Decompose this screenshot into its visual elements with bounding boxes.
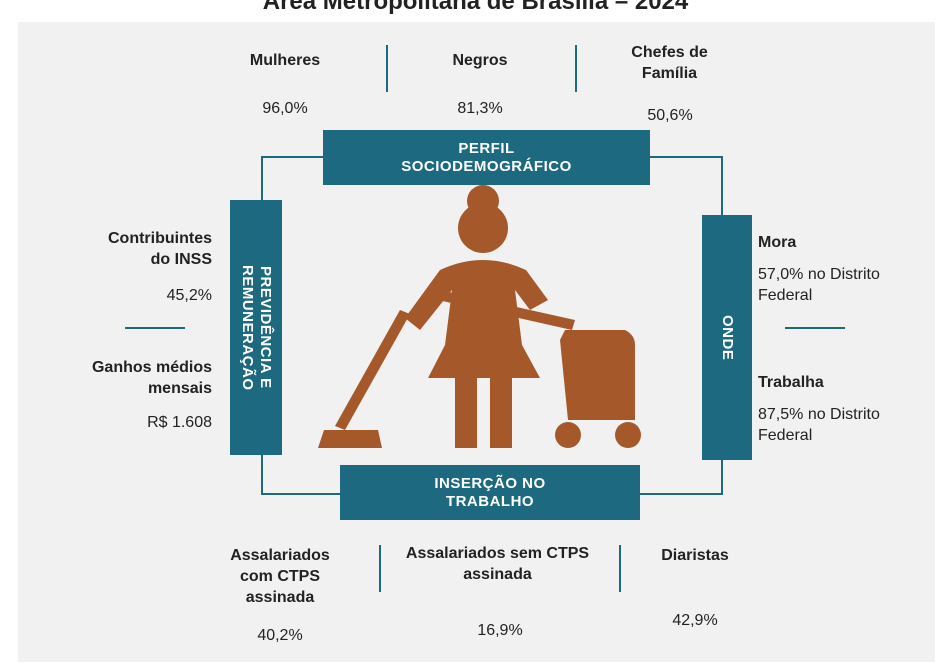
banner: PREVIDÊNCIA E REMUNERAÇÃO [230,200,282,455]
banner-label: INSERÇÃO NO TRABALHO [434,474,546,510]
banner-label: PREVIDÊNCIA E REMUNERAÇÃO [239,264,274,391]
connector [261,455,345,495]
item-value: 87,5% no Distrito Federal [758,406,880,444]
banner-label: ONDE [719,314,736,361]
item-value: 40,2% [257,627,303,644]
item-label: Contribuintes do INSS [108,230,212,268]
title: Área Metropolitana de Brasília – 2024 [262,0,689,15]
cleaner-icon [318,185,641,448]
item-label: Mulheres [249,52,321,69]
item-label: Ganhos médios mensais [91,359,212,397]
item-label: Mora [758,234,797,251]
banner-label: PERFIL SOCIODEMOGRÁFICO [401,139,572,175]
item-label: Trabalha [758,374,824,391]
item-value: 50,6% [647,107,693,124]
item-value: R$ 1.608 [147,414,212,431]
item-label: Chefes de Família [631,44,708,82]
item-label: Assalariados com CTPS assinada [230,547,330,606]
item-value: 16,9% [477,622,523,639]
item-label: Diaristas [661,547,729,564]
item-value: 57,0% no Distrito Federal [758,266,880,304]
banner: INSERÇÃO NO TRABALHO [340,465,640,520]
item-value: 45,2% [166,287,212,304]
item-label: Negros [452,52,508,69]
item-value: 42,9% [672,612,718,629]
item-value: 96,0% [262,100,308,117]
connector [650,156,723,218]
item-value: 81,3% [457,100,503,117]
banner: PERFIL SOCIODEMOGRÁFICO [323,130,650,185]
connector [261,156,323,205]
item-label: Assalariados sem CTPS assinada [405,545,590,583]
connector [640,460,723,495]
banner: ONDE [702,215,752,460]
